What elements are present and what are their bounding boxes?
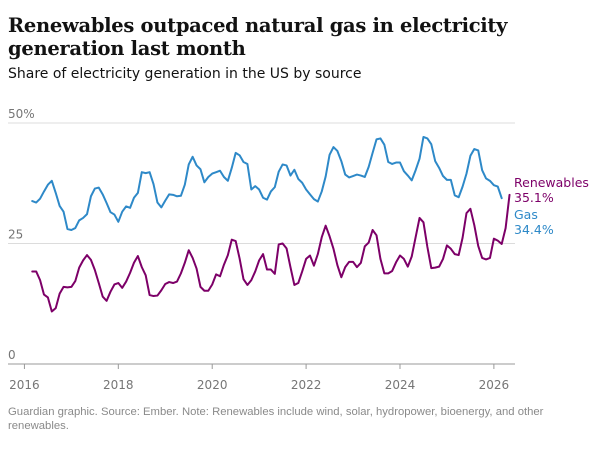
y-tick-label: 50% — [8, 107, 35, 121]
x-axis: 2016 2018 2020 2022 2024 2026 — [9, 364, 509, 392]
x-tick-label: 2020 — [197, 378, 228, 392]
gas-line — [31, 135, 503, 231]
renewables-line — [31, 193, 511, 313]
gridlines: 0 25 50% — [8, 107, 515, 365]
line-chart: 0 25 50% 2016 2018 2020 2022 2024 2026 Gas34.4%… — [8, 107, 589, 392]
x-tick-label: 2022 — [291, 378, 322, 392]
series-lines — [31, 135, 511, 313]
x-tick-label: 2026 — [479, 378, 510, 392]
y-tick-label: 25 — [8, 228, 23, 242]
renewables-end-value: 35.1% — [514, 190, 554, 205]
renewables-series-name: Renewables — [514, 175, 589, 190]
gas-end-value: 34.4% — [514, 222, 554, 237]
gas-series-name: Gas — [514, 207, 538, 222]
y-tick-label: 0 — [8, 348, 16, 362]
chart-title: Renewables outpaced natural gas in elect… — [8, 14, 508, 60]
chart-subtitle: Share of electricity generation in the U… — [8, 66, 362, 82]
x-tick-label: 2024 — [385, 378, 416, 392]
x-tick-label: 2018 — [103, 378, 134, 392]
x-tick-label: 2016 — [9, 378, 40, 392]
source-note: Guardian graphic. Source: Ember. Note: R… — [8, 406, 544, 432]
